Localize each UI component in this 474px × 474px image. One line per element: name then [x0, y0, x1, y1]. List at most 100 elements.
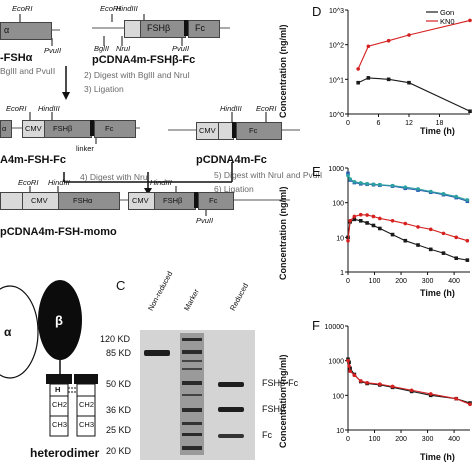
hindiii-label-5: HindIII: [150, 178, 172, 187]
chart-e-series-3-point: [390, 183, 395, 188]
chart-d-y-tick-label: 10^0: [329, 112, 344, 119]
chart-e-x-tick-label: 300: [422, 278, 434, 285]
fc-box-2: Fc: [94, 120, 136, 138]
chart-f-series-1-point: [454, 396, 459, 401]
ecori-label-2: EcoRI: [100, 4, 121, 13]
chart-e-series-1-point: [428, 227, 433, 232]
fsha-box: α: [0, 22, 52, 40]
hindiii-label-2: HindIII: [38, 104, 60, 113]
legend-d-label-1: KN0: [440, 17, 455, 26]
chart-d-series-0-point: [356, 80, 360, 85]
chart-d-series-1-point: [356, 67, 360, 71]
chart-f-series-0-point: [348, 366, 352, 371]
marker-85: 85 KD: [106, 348, 132, 358]
cmv-box-2: CMV: [196, 122, 220, 140]
nrui-label: NruI: [116, 44, 131, 53]
chart-d-series-1-point: [407, 33, 411, 37]
chart-f-x-tick-label: 200: [395, 436, 407, 443]
chart-f-series-1-point: [347, 364, 351, 368]
panel-e-letter: E: [312, 164, 321, 179]
chart-f-x-tick-label: 300: [422, 436, 434, 443]
fshb-label-2: FSHβ: [53, 124, 73, 133]
chart-e-series-3-point: [358, 181, 363, 185]
ecori-label-1: EcoRI: [12, 4, 33, 13]
alpha-trunc-label: α: [2, 124, 7, 133]
ch3-label-b: CH3: [79, 420, 95, 429]
heterodimer-label: heterodimer: [30, 446, 100, 460]
panel-d-ylabel: Concentration (ng/ml): [278, 24, 288, 119]
hindiii-label-1: HindIII: [116, 4, 138, 13]
chart-f-y-tick-label: 1000: [328, 359, 344, 366]
chart-e-series-2-point: [346, 171, 350, 176]
step6-text: 6) Ligation: [214, 184, 254, 194]
band-label-fsha: FSHα: [262, 404, 286, 414]
chart-e-x-tick-label: 100: [369, 278, 381, 285]
chart-e-series-1-point: [441, 231, 446, 236]
chart-f-x-tick-label: 100: [369, 436, 381, 443]
chart-e-series-0-point: [371, 223, 376, 228]
chart-d-y-tick-label: 10^1: [329, 77, 344, 84]
pvuii-label-3: PvuII: [196, 216, 214, 225]
chart-e-series-1-point: [346, 238, 350, 243]
plasmid-momo-title: pCDNA4m-FSH-momo: [0, 226, 117, 238]
chart-f-series-1-point: [352, 373, 357, 378]
chart-e-series-0-point: [352, 217, 357, 222]
chart-e-y-tick-label: 100: [332, 201, 344, 208]
chart-e-series-3-point: [465, 198, 470, 202]
panel-e-xlabel: Time (h): [420, 288, 455, 298]
panel-c-letter: C: [116, 278, 126, 293]
pvuii-label-2: PvuII: [44, 46, 62, 55]
lane-label-marker: Marker: [182, 287, 201, 313]
chart-e-y-tick-label: 1: [340, 270, 344, 277]
chart-e-series-3-point: [365, 182, 369, 186]
ch3-label: CH3: [52, 420, 68, 429]
fsha-label-3: FSHα: [73, 196, 93, 205]
chart-e: 1 10 100 1000 0 100 200 300 400: [328, 166, 470, 285]
chart-e-series-0-point: [428, 247, 433, 252]
alpha-trunc-box: α: [0, 120, 12, 138]
fshb-label-3: FSHβ: [163, 196, 183, 205]
bglii-label: BglII: [94, 44, 110, 53]
chart-f-y-tick-label: 100: [332, 393, 344, 400]
chart-f-x-tick-label: 400: [448, 436, 460, 443]
hindiii-label-3: HindIII: [220, 104, 242, 113]
marker-20: 20 KD: [106, 446, 132, 456]
chart-e-series-1-line: [347, 214, 468, 242]
chart-f-x-tick-label: 0: [346, 436, 350, 443]
cmv-box-1: CMV: [22, 120, 46, 138]
cmv-box-3a: [0, 192, 24, 210]
chart-e-series-3-point: [441, 192, 446, 196]
fshb-box: FSHβ: [140, 20, 186, 38]
band-label-fc: Fc: [262, 430, 272, 440]
chart-e-series-1-point: [352, 214, 357, 219]
fshb-box-2: FSHβ: [44, 120, 92, 138]
fshb-box-label: FSHβ: [147, 23, 171, 33]
chart-d-series-0-point: [386, 77, 391, 82]
chart-d-x-tick-label: 0: [346, 120, 350, 127]
chart-e-series-1-point: [365, 213, 369, 217]
chart-e-series-3-point: [428, 189, 433, 194]
chart-e-x-tick-label: 200: [395, 278, 407, 285]
panel-f-xlabel: Time (h): [420, 452, 455, 462]
chart-e-series-0-point: [403, 238, 408, 243]
linker-bar-3: [232, 122, 236, 138]
cmv-label-2: CMV: [199, 126, 216, 135]
gel-bands: [144, 333, 244, 455]
chart-d-series-0-point: [468, 109, 472, 114]
cmv-box-3: CMV: [22, 192, 60, 210]
chart-e-series-3-point: [352, 179, 357, 184]
step4-text: 4) Digest with NruI: [80, 172, 150, 182]
chart-e-series-0-point: [454, 256, 459, 261]
cmv-label-1: CMV: [25, 124, 42, 133]
fsha-box-label: α: [4, 25, 10, 35]
legend-d-label-0: Gon: [440, 8, 454, 17]
fshb-box-3: FSHβ: [154, 192, 196, 210]
chart-e-series-0-point: [358, 218, 363, 223]
chart-f-series-1-point: [346, 358, 350, 363]
chart-e-x-tick-label: 0: [346, 278, 350, 285]
ecori-label-5: EcoRI: [18, 178, 39, 187]
chart-d-series-0-line: [357, 77, 471, 112]
chart-e-series-0-point: [465, 258, 470, 262]
chart-e-series-1-point: [465, 238, 470, 243]
